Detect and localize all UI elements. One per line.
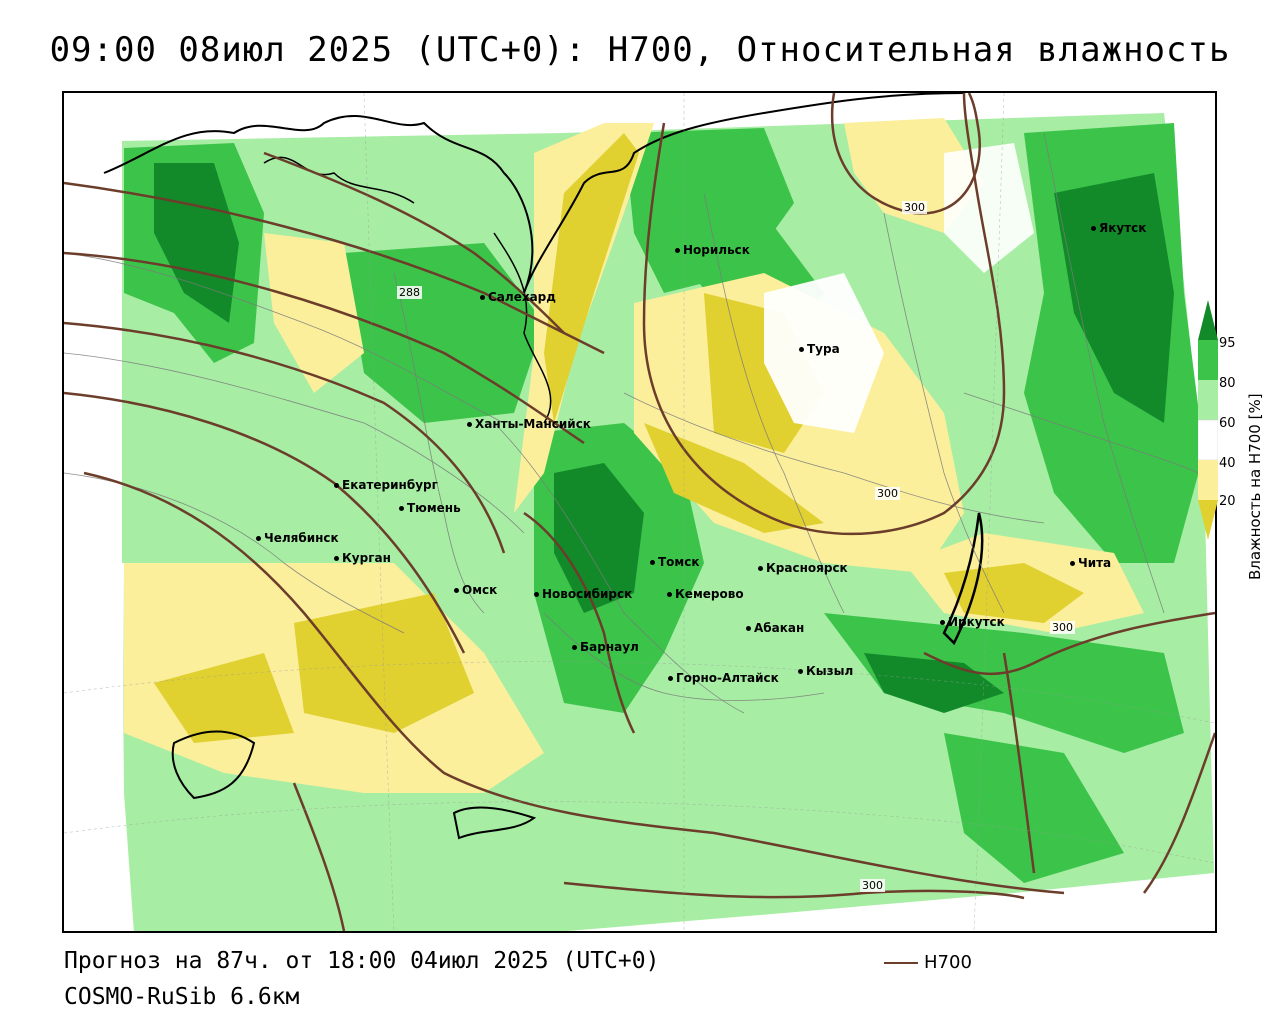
city-dot-icon: [798, 669, 803, 674]
city-dot-icon: [667, 592, 672, 597]
city-marker[interactable]: Кызыл: [798, 664, 853, 678]
city-marker[interactable]: Абакан: [746, 621, 804, 635]
city-marker[interactable]: Красноярск: [758, 561, 848, 575]
colorbar-tick: 95: [1219, 336, 1236, 351]
humidity-field-map: [64, 93, 1215, 931]
city-dot-icon: [572, 645, 577, 650]
city-marker[interactable]: Норильск: [675, 243, 750, 257]
forecast-info: Прогноз на 87ч. от 18:00 04июл 2025 (UTC…: [64, 948, 660, 974]
city-dot-icon: [256, 536, 261, 541]
isoline-label: 300: [902, 201, 927, 214]
isoline-label: 300: [1050, 621, 1075, 634]
city-dot-icon: [675, 248, 680, 253]
city-dot-icon: [399, 506, 404, 511]
colorbar-title: Влажность на H700 [%]: [1246, 393, 1264, 580]
h700-isolines: [64, 93, 1215, 931]
city-marker[interactable]: Тюмень: [399, 501, 461, 515]
city-marker[interactable]: Горно-Алтайск: [668, 671, 779, 685]
isoline-label: 300: [860, 879, 885, 892]
city-marker[interactable]: Омск: [454, 583, 497, 597]
caspian-outline: [171, 730, 256, 800]
colorbar-tick: 60: [1219, 416, 1236, 431]
balkhash-outline: [452, 806, 537, 840]
colorbar-tick: 80: [1219, 376, 1236, 391]
city-dot-icon: [334, 483, 339, 488]
isoline-legend: H700: [884, 952, 972, 973]
baikal-outline: [942, 512, 984, 646]
city-marker[interactable]: Иркутск: [940, 615, 1005, 629]
city-dot-icon: [1070, 561, 1075, 566]
humidity-colorbar: [1198, 300, 1218, 540]
city-marker[interactable]: Тура: [799, 342, 840, 356]
map-title: 09:00 08июл 2025 (UTC+0): H700, Относите…: [49, 30, 1231, 70]
city-marker[interactable]: Челябинск: [256, 531, 339, 545]
city-dot-icon: [940, 620, 945, 625]
city-marker[interactable]: Новосибирск: [534, 587, 632, 601]
city-marker[interactable]: Курган: [334, 551, 391, 565]
city-marker[interactable]: Ханты-Мансийск: [467, 417, 591, 431]
city-marker[interactable]: Барнаул: [572, 640, 639, 654]
isoline-swatch-icon: [884, 962, 918, 964]
city-dot-icon: [480, 295, 485, 300]
colorbar-tick: 40: [1219, 456, 1236, 471]
city-dot-icon: [746, 626, 751, 631]
city-dot-icon: [668, 676, 673, 681]
city-marker[interactable]: Салехард: [480, 290, 556, 304]
isoline-legend-label: H700: [924, 952, 972, 973]
city-dot-icon: [334, 556, 339, 561]
city-dot-icon: [650, 560, 655, 565]
isoline-label: 288: [397, 286, 422, 299]
city-marker[interactable]: Томск: [650, 555, 700, 569]
city-marker[interactable]: Кемерово: [667, 587, 744, 601]
city-dot-icon: [1091, 226, 1096, 231]
city-marker[interactable]: Якутск: [1091, 221, 1146, 235]
city-dot-icon: [758, 566, 763, 571]
city-dot-icon: [534, 592, 539, 597]
city-dot-icon: [467, 422, 472, 427]
model-name: COSMO-RuSib 6.6км: [64, 984, 300, 1010]
isoline-label: 300: [875, 487, 900, 500]
map-panel[interactable]: 300 300 300 300 288 Якутск Норильск Сале…: [62, 91, 1217, 933]
city-dot-icon: [799, 347, 804, 352]
city-marker[interactable]: Чита: [1070, 556, 1111, 570]
city-dot-icon: [454, 588, 459, 593]
colorbar-tick: 20: [1219, 494, 1236, 509]
city-marker[interactable]: Екатеринбург: [334, 478, 438, 492]
